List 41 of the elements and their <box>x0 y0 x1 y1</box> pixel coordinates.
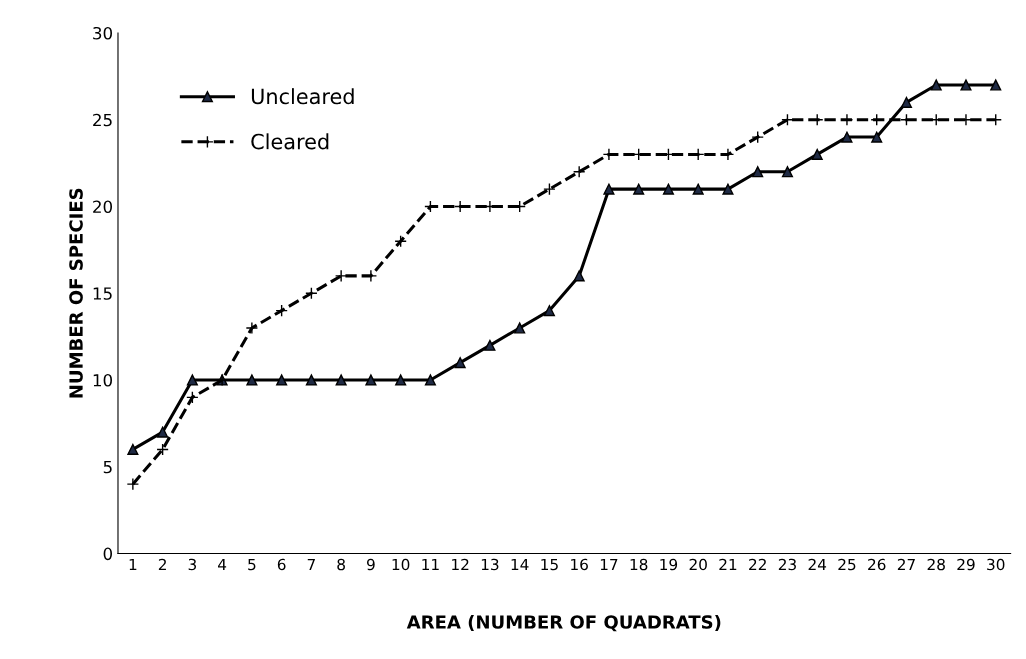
x-tick-label: 11 <box>422 558 439 571</box>
x-tick-label: 9 <box>367 558 375 571</box>
x-tick-label: 8 <box>337 558 345 571</box>
x-tick-label: 22 <box>749 558 766 571</box>
x-tick-label: 4 <box>218 558 227 571</box>
x-tick-label: 24 <box>808 558 827 571</box>
x-tick-label: 16 <box>571 558 588 571</box>
x-tick-label: 27 <box>897 558 915 571</box>
x-tick-label: 2 <box>158 558 166 571</box>
x-tick-label: 13 <box>481 558 499 571</box>
x-axis-title: AREA (NUMBER OF QUADRATS) <box>406 614 721 632</box>
y-tick-label: 30 <box>93 26 113 40</box>
x-tick-label: 5 <box>248 558 256 571</box>
x-tick-label: 20 <box>689 558 707 571</box>
x-tick-label: 19 <box>660 558 678 571</box>
x-tick-label: 26 <box>868 558 886 571</box>
y-tick-label: 5 <box>103 460 112 474</box>
x-tick-label: 28 <box>927 558 945 571</box>
x-tick-label: 1 <box>129 558 137 571</box>
y-tick-label: 20 <box>93 200 113 214</box>
x-tick-label: 14 <box>511 558 529 571</box>
x-tick-label: 18 <box>630 558 648 571</box>
y-tick-label: 25 <box>93 113 112 127</box>
x-tick-label: 25 <box>838 558 856 571</box>
x-tick-label: 7 <box>307 558 315 571</box>
y-axis-title: NUMBER OF SPECIES <box>69 188 83 398</box>
x-tick-label: 23 <box>778 558 796 571</box>
y-tick-label: 15 <box>93 287 112 300</box>
x-tick-label: 12 <box>452 558 469 571</box>
x-tick-label: 17 <box>600 558 618 571</box>
x-tick-label: 21 <box>719 558 737 571</box>
x-tick-label: 6 <box>277 558 286 571</box>
x-tick-label: 3 <box>188 558 197 571</box>
x-tick-label: 10 <box>392 558 410 571</box>
x-tick-label: 30 <box>987 558 1005 571</box>
x-tick-label: 15 <box>541 558 558 571</box>
legend-label: Uncleared <box>251 88 354 105</box>
y-tick-label: 10 <box>93 373 113 387</box>
y-tick-label: 0 <box>103 547 113 561</box>
x-tick-label: 29 <box>957 558 975 571</box>
legend-label: Cleared <box>251 133 329 150</box>
